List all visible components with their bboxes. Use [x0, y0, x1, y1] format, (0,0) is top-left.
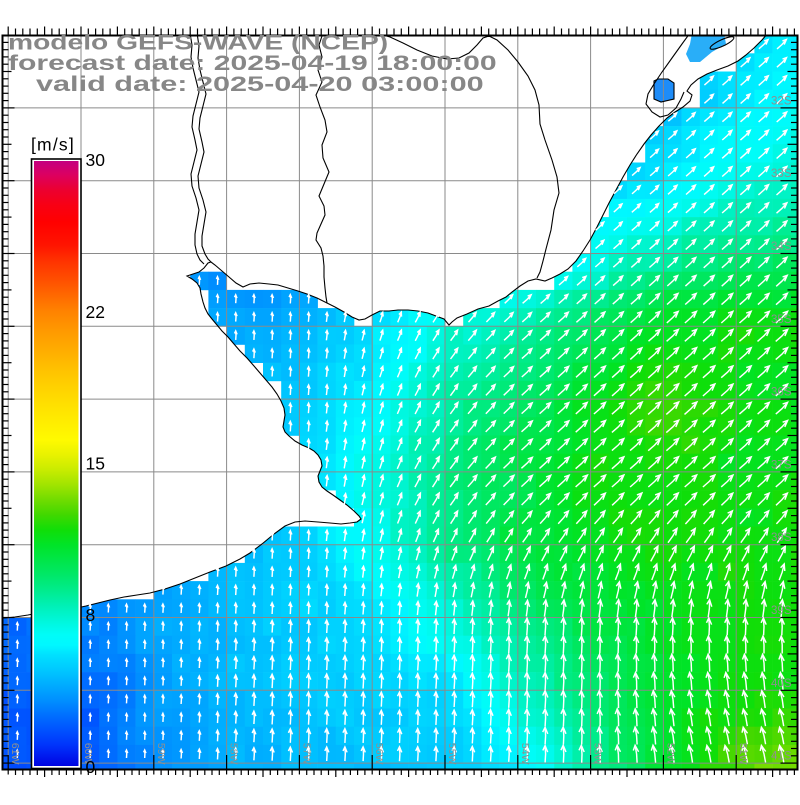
svg-text:59W: 59W [155, 743, 167, 765]
svg-text:53W: 53W [592, 743, 604, 765]
svg-text:58W: 58W [228, 743, 240, 765]
svg-text:22: 22 [86, 302, 105, 322]
svg-text:54W: 54W [519, 743, 531, 765]
svg-text:37S: 37S [771, 459, 792, 471]
svg-text:40S: 40S [771, 678, 792, 690]
svg-text:61W: 61W [9, 743, 21, 765]
svg-text:33S: 33S [771, 168, 792, 180]
svg-text:36S: 36S [771, 387, 792, 399]
svg-text:56W: 56W [373, 743, 385, 765]
svg-text:34S: 34S [771, 241, 792, 253]
svg-text:15: 15 [86, 454, 105, 474]
svg-text:[m/s]: [m/s] [31, 135, 75, 155]
svg-text:39S: 39S [771, 605, 792, 617]
svg-text:41S: 41S [771, 751, 792, 763]
svg-text:35S: 35S [771, 314, 792, 326]
svg-text:60W: 60W [82, 743, 94, 765]
svg-text:30: 30 [86, 150, 106, 170]
svg-text:forecast date: 2025-04-19 18:0: forecast date: 2025-04-19 18:00:00 [8, 51, 497, 75]
svg-text:55W: 55W [446, 743, 458, 765]
svg-text:32S: 32S [771, 95, 792, 107]
svg-text:52W: 52W [664, 743, 676, 765]
svg-text:0: 0 [86, 757, 96, 777]
svg-text:57W: 57W [300, 743, 312, 765]
svg-text:38S: 38S [771, 532, 792, 544]
svg-text:8: 8 [86, 605, 96, 625]
svg-text:51W: 51W [737, 743, 749, 765]
svg-text:valid date: 2025-04-20 03:00:0: valid date: 2025-04-20 03:00:00 [36, 72, 484, 96]
svg-text:modelo GEFS-WAVE (NCEP): modelo GEFS-WAVE (NCEP) [8, 31, 388, 55]
